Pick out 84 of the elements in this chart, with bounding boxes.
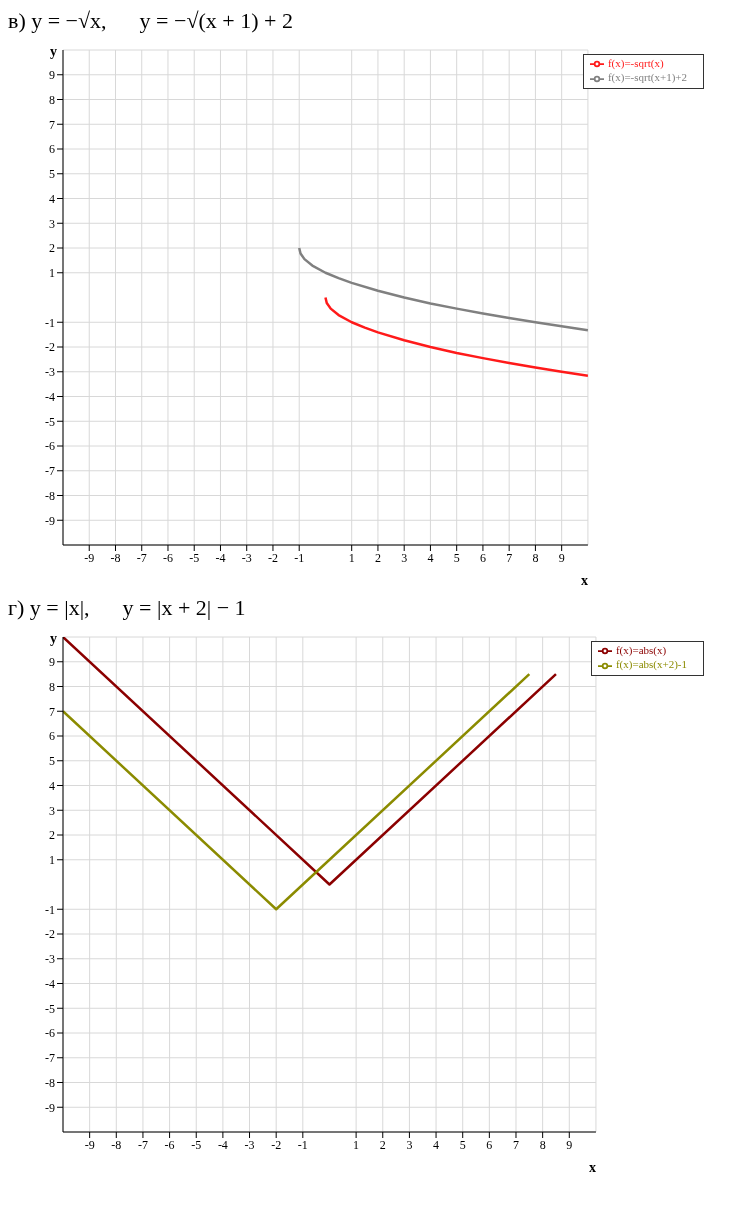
x-tick-label: 1 (348, 550, 355, 565)
y-tick-label: 4 (49, 191, 55, 206)
x-tick-label: -6 (164, 1137, 175, 1152)
x-tick-label: -7 (137, 1137, 148, 1152)
y-tick-label: -3 (45, 365, 55, 380)
x-tick-label: -9 (84, 1137, 95, 1152)
y-tick-label: -4 (45, 976, 55, 991)
y-tick-label: 5 (49, 167, 55, 182)
y-tick-label: 3 (49, 803, 55, 818)
y-tick-label: -7 (45, 1051, 55, 1066)
x-tick-label: 3 (401, 550, 408, 565)
x-tick-label: -8 (110, 550, 121, 565)
x-tick-label: -3 (244, 1137, 255, 1152)
x-tick-label: 8 (532, 550, 539, 565)
x-tick-label: -5 (191, 1137, 202, 1152)
y-tick-label: 7 (49, 117, 55, 132)
y-tick-label: -8 (45, 1075, 55, 1090)
x-tick-label: -7 (136, 550, 147, 565)
y-tick-label: -1 (45, 315, 55, 330)
y-tick-label: 7 (49, 704, 55, 719)
x-tick-label: -2 (271, 1137, 282, 1152)
legend-label: f(x)=-sqrt(x) (607, 57, 664, 69)
x-tick-label: -2 (267, 550, 278, 565)
y-tick-label: 4 (49, 778, 55, 793)
x-tick-label: 4 (433, 1137, 440, 1152)
x-tick-label: 9 (566, 1137, 573, 1152)
y-tick-label: 2 (49, 828, 55, 843)
x-axis-title: x (588, 1160, 596, 1175)
y-tick-label: 6 (49, 729, 55, 744)
line-series (297, 246, 588, 332)
y-tick-label: 6 (49, 142, 55, 157)
y-tick-label: -9 (45, 1100, 55, 1115)
y-tick-label: -8 (45, 488, 55, 503)
x-tick-label: 1 (353, 1137, 360, 1152)
x-tick-label: 4 (427, 550, 434, 565)
x-tick-label: -5 (189, 550, 200, 565)
line-series (324, 296, 588, 377)
y-axis-title: y (50, 630, 57, 646)
x-tick-label: -4 (215, 550, 226, 565)
y-tick-label: 1 (49, 266, 55, 281)
legend-label: f(x)=abs(x+2)-1 (615, 658, 687, 671)
x-tick-label: -1 (294, 550, 305, 565)
x-tick-label: 9 (558, 550, 565, 565)
x-tick-label: 6 (486, 1137, 493, 1152)
x-tick-label: -9 (84, 550, 95, 565)
y-tick-label: -5 (45, 414, 55, 429)
x-tick-label: 5 (453, 550, 460, 565)
y-tick-label: 3 (49, 216, 55, 231)
y-tick-label: -9 (45, 513, 55, 528)
y-tick-label: 9 (49, 655, 55, 670)
y-tick-label: -2 (45, 340, 55, 355)
y-tick-label: -3 (45, 952, 55, 967)
x-tick-label: 5 (459, 1137, 466, 1152)
x-tick-label: -3 (241, 550, 252, 565)
y-tick-label: -7 (45, 464, 55, 479)
x-tick-label: 6 (479, 550, 486, 565)
x-tick-label: 2 (374, 550, 381, 565)
y-tick-label: -1 (45, 902, 55, 917)
chart-title: в) y = −√x, y = −√(x + 1) + 2 (8, 8, 294, 35)
x-axis-title: x (580, 573, 588, 588)
y-tick-label: -6 (45, 439, 55, 454)
x-tick-label: 8 (539, 1137, 546, 1152)
x-tick-label: -6 (162, 550, 173, 565)
x-tick-label: 2 (379, 1137, 386, 1152)
legend-label: f(x)=abs(x) (615, 644, 667, 656)
y-axis-title: y (50, 43, 57, 59)
legend-label: f(x)=-sqrt(x+1)+2 (607, 71, 687, 84)
y-tick-label: 2 (49, 241, 55, 256)
y-tick-label: 8 (49, 92, 55, 107)
y-tick-label: 8 (49, 679, 55, 694)
y-tick-label: 5 (49, 754, 55, 769)
y-tick-label: -5 (45, 1001, 55, 1016)
y-tick-label: 1 (49, 853, 55, 868)
y-tick-label: 9 (49, 68, 55, 83)
y-tick-label: -6 (45, 1026, 55, 1041)
y-tick-label: -4 (45, 389, 55, 404)
x-tick-label: 7 (513, 1137, 519, 1152)
x-tick-label: 3 (406, 1137, 413, 1152)
x-tick-label: -8 (111, 1137, 122, 1152)
y-tick-label: -2 (45, 927, 55, 942)
x-tick-label: -1 (297, 1137, 308, 1152)
chart-title: г) y = |x|, y = |x + 2| − 1 (8, 595, 247, 622)
x-tick-label: -4 (217, 1137, 228, 1152)
x-tick-label: 7 (506, 550, 513, 565)
